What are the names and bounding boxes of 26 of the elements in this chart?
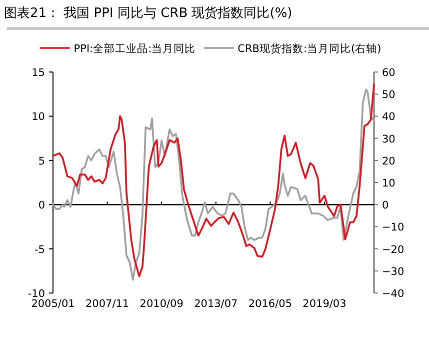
legend-label: PPI:全部工业品:当月同比 bbox=[74, 42, 196, 55]
y2-tick-label: −30 bbox=[382, 266, 404, 278]
y2-tick-label: 20 bbox=[382, 155, 396, 168]
y-tick-label: 15 bbox=[32, 67, 45, 79]
title: 图表21： 我国 PPI 同比与 CRB 现货指数同比(%) bbox=[4, 6, 292, 21]
x-tick-label: 2007/11 bbox=[85, 298, 130, 310]
y-tick-label: 0 bbox=[38, 200, 45, 212]
y2-tick-label: −20 bbox=[382, 244, 404, 256]
y2-tick-label: 10 bbox=[382, 178, 396, 190]
y2-tick-label: −40 bbox=[382, 288, 404, 300]
x-tick-label: 2013/07 bbox=[194, 298, 238, 310]
y-tick-label: 5 bbox=[38, 155, 45, 168]
y2-tick-label: 50 bbox=[382, 89, 396, 102]
y-tick-label: -5 bbox=[34, 244, 45, 256]
x-tick-label: 2019/03 bbox=[302, 298, 346, 310]
y2-tick-label: −10 bbox=[382, 222, 404, 234]
y2-tick-label: 60 bbox=[382, 67, 396, 79]
x-tick-label: 2005/01 bbox=[31, 298, 75, 310]
y2-tick-label: 40 bbox=[382, 111, 396, 124]
y2-tick-label: 0 bbox=[382, 200, 389, 212]
legend-label: CRB现货指数:当月同比(右轴) bbox=[238, 42, 382, 55]
y-tick-label: -10 bbox=[28, 288, 45, 300]
x-tick-label: 2016/05 bbox=[248, 298, 292, 310]
y-tick-label: 10 bbox=[32, 111, 45, 124]
y2-tick-label: 30 bbox=[382, 133, 396, 146]
x-tick-label: 2010/09 bbox=[140, 298, 184, 310]
